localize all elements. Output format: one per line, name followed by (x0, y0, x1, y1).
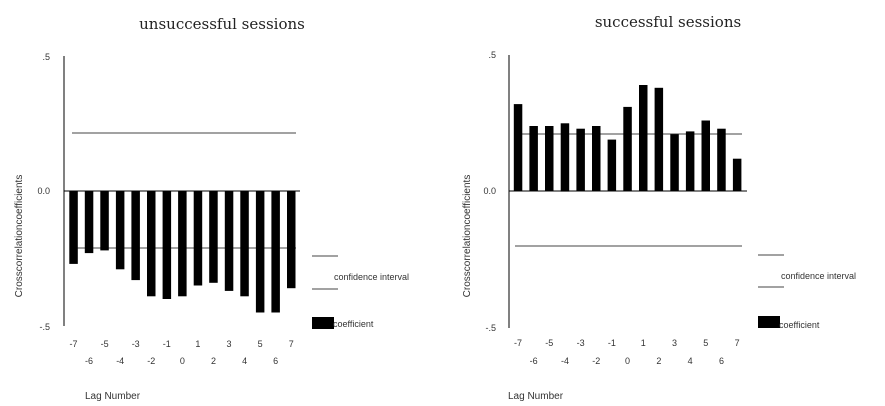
x-tick-label: 5 (703, 338, 708, 348)
x-tick-label: 6 (719, 356, 724, 366)
bar-lag--4 (560, 123, 570, 192)
bar-lag--4 (115, 191, 125, 270)
x-tick-label: 2 (211, 356, 216, 366)
x-tick-label: -2 (147, 356, 155, 366)
x-tick-label: -6 (85, 356, 93, 366)
bar-lag-3 (224, 191, 234, 291)
y-tick-label: .5 (42, 52, 50, 62)
bar-lag--6 (84, 191, 94, 254)
y-tick-label: 0.0 (483, 186, 496, 196)
legend-ci-label: confidence interval (334, 272, 409, 282)
bar-lag--6 (529, 126, 538, 192)
x-tick-label: 1 (641, 338, 646, 348)
bar-lag-6 (271, 191, 280, 313)
bar-lag-6 (717, 128, 726, 192)
x-tick-label: 6 (273, 356, 278, 366)
x-tick-label: -5 (545, 338, 553, 348)
bar-lag-2 (209, 191, 218, 283)
y-tick-label: 0.0 (37, 186, 50, 196)
x-tick-label: -2 (592, 356, 600, 366)
x-tick-label: -6 (530, 356, 538, 366)
bar-lag--1 (607, 139, 617, 192)
x-tick-label: 4 (688, 356, 693, 366)
bar-lag-1 (639, 85, 648, 192)
chart-title: successful sessions (595, 13, 741, 31)
chart-unsuccessful-sessions: unsuccessful sessions Crosscorrelationco… (14, 15, 409, 402)
bar-lag-4 (240, 191, 249, 297)
bar-lag--5 (545, 126, 554, 192)
x-tick-label: -3 (132, 339, 140, 349)
x-tick-label: 4 (242, 356, 247, 366)
bar-lag-2 (654, 87, 664, 192)
y-tick-label: -.5 (485, 323, 496, 333)
bar-series (513, 85, 742, 192)
legend-coefficient-swatch (312, 317, 334, 329)
bar-lag-4 (685, 131, 695, 192)
x-tick-label: 7 (289, 339, 294, 349)
chart-title: unsuccessful sessions (139, 15, 305, 33)
y-axis-label: Crosscorrelationcoefficients (462, 175, 473, 298)
legend-coefficient-label: coefficient (333, 319, 374, 329)
x-tick-label: 7 (735, 338, 740, 348)
bar-series (69, 191, 296, 313)
bar-lag-3 (670, 134, 679, 192)
x-tick-label: 2 (656, 356, 661, 366)
x-tick-label: 3 (226, 339, 231, 349)
chart-successful-sessions: successful sessions Crosscorrelationcoef… (462, 13, 856, 402)
bar-lag--5 (100, 191, 109, 251)
bar-lag-5 (255, 191, 265, 313)
x-tick-label: -4 (561, 356, 569, 366)
x-tick-label: -7 (514, 338, 522, 348)
x-tick-label: -4 (116, 356, 124, 366)
legend-ci-label: confidence interval (781, 271, 856, 281)
legend-coefficient-swatch (758, 316, 780, 328)
x-tick-label: 5 (258, 339, 263, 349)
x-tick-label: 0 (625, 356, 630, 366)
bar-lag-0 (623, 106, 632, 192)
legend-coefficient-label: coefficient (779, 320, 820, 330)
x-tick-labels: -7 -6 -5 -4 -3 -2 -1 01 23 4 56 7 (69, 339, 293, 366)
bar-lag--3 (576, 128, 585, 192)
bar-lag--7 (69, 191, 78, 264)
x-tick-label: -5 (101, 339, 109, 349)
x-tick-label: -1 (608, 338, 616, 348)
bar-lag-1 (193, 191, 203, 286)
bar-lag--7 (513, 104, 523, 192)
bar-lag-7 (287, 191, 296, 289)
x-tick-labels: -7 -6 -5 -4 -3 -2 -1 0 12 3 45 6 7 (514, 338, 740, 366)
x-axis-label: Lag Number (508, 391, 564, 402)
x-tick-label: -3 (577, 338, 585, 348)
bar-lag-7 (732, 158, 742, 192)
bar-lag--2 (147, 191, 156, 297)
x-tick-label: 3 (672, 338, 677, 348)
x-tick-label: -7 (69, 339, 77, 349)
y-axis-label: Crosscorrelationcoefficients (14, 175, 25, 298)
bar-lag--3 (131, 191, 140, 281)
x-tick-label: -1 (163, 339, 171, 349)
y-tick-label: -.5 (39, 322, 50, 332)
bar-lag-0 (178, 191, 187, 297)
x-tick-label: 0 (180, 356, 185, 366)
bar-lag-5 (701, 120, 710, 192)
bar-lag--1 (162, 191, 172, 299)
bar-lag--2 (592, 126, 601, 192)
x-tick-label: 1 (195, 339, 200, 349)
x-axis-label: Lag Number (85, 391, 141, 402)
y-tick-label: .5 (488, 50, 496, 60)
